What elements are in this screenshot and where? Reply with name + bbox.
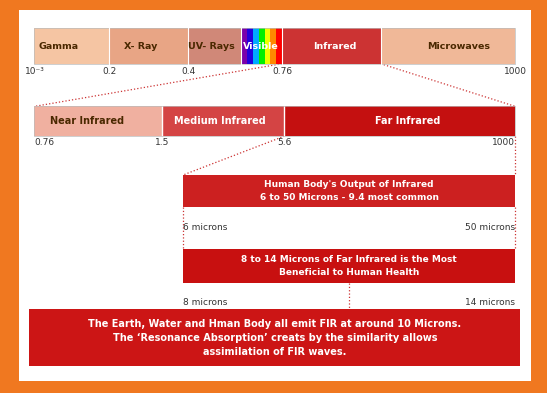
Bar	[259, 28, 265, 64]
Bar	[34, 107, 162, 136]
Text: 10⁻³: 10⁻³	[25, 67, 44, 76]
Text: 0.4: 0.4	[181, 67, 195, 76]
Bar	[183, 175, 515, 207]
Text: The Earth, Water and Hman Body all emit FIR at around 10 Microns.
The ‘Resonance: The Earth, Water and Hman Body all emit …	[88, 319, 462, 356]
Bar	[276, 28, 282, 64]
Text: 1.5: 1.5	[155, 138, 169, 147]
Bar	[30, 309, 520, 366]
Text: 1000: 1000	[504, 67, 527, 76]
Text: Infrared: Infrared	[313, 42, 357, 51]
Text: 0.2: 0.2	[102, 67, 116, 76]
Bar	[265, 28, 270, 64]
Text: 0.76: 0.76	[272, 67, 292, 76]
Text: X- Ray: X- Ray	[124, 42, 157, 51]
Text: 6 microns: 6 microns	[183, 223, 227, 232]
Text: Human Body's Output of Infrared
6 to 50 Microns - 9.4 most common: Human Body's Output of Infrared 6 to 50 …	[259, 180, 439, 202]
Text: 5.6: 5.6	[277, 138, 292, 147]
Text: Far Infrared: Far Infrared	[375, 116, 440, 126]
Text: 8 to 14 Microns of Far Infrared is the Most
Beneficial to Human Health: 8 to 14 Microns of Far Infrared is the M…	[241, 255, 457, 277]
Bar	[247, 28, 253, 64]
Text: 8 microns: 8 microns	[183, 298, 227, 307]
Bar	[109, 28, 188, 64]
Bar	[381, 28, 515, 64]
Bar	[241, 28, 247, 64]
Bar	[183, 250, 515, 283]
Text: 1000: 1000	[492, 138, 515, 147]
Bar	[282, 28, 381, 64]
Text: 50 microns: 50 microns	[465, 223, 515, 232]
Text: UV- Rays: UV- Rays	[188, 42, 234, 51]
Bar	[34, 28, 109, 64]
Bar	[253, 28, 259, 64]
Text: Medium Infrared: Medium Infrared	[174, 116, 265, 126]
Text: Visible: Visible	[243, 42, 278, 51]
Bar	[162, 107, 284, 136]
Bar	[284, 107, 515, 136]
Bar	[270, 28, 276, 64]
Bar	[188, 28, 241, 64]
Text: Near Infrared: Near Infrared	[50, 116, 124, 126]
Text: 0.76: 0.76	[34, 138, 55, 147]
Text: Microwaves: Microwaves	[428, 42, 491, 51]
Text: Gamma: Gamma	[38, 42, 79, 51]
Bar	[34, 28, 515, 64]
Bar	[34, 107, 515, 136]
Text: 14 microns: 14 microns	[465, 298, 515, 307]
